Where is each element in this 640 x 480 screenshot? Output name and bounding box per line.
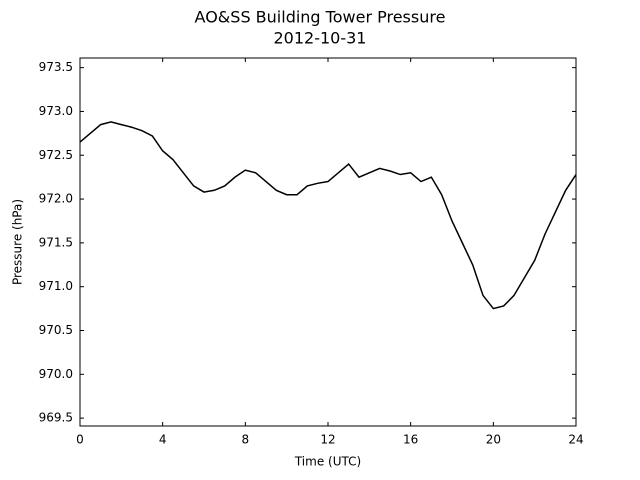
y-tick-label: 972.0 [39,192,73,206]
x-tick-label: 0 [76,433,84,447]
y-tick-label: 971.5 [39,235,73,249]
x-tick-label: 12 [320,433,335,447]
x-tick-label: 4 [159,433,167,447]
x-tick-label: 24 [568,433,583,447]
y-tick-label: 972.5 [39,148,73,162]
x-axis-label: Time (UTC) [294,455,361,469]
y-tick-label: 973.0 [39,104,73,118]
y-tick-label: 970.0 [39,367,73,381]
data-line [79,121,577,310]
x-tick-label: 16 [403,433,418,447]
y-tick-label: 973.5 [39,60,73,74]
x-tick-label: 8 [242,433,250,447]
y-tick-label: 969.5 [39,411,73,425]
x-tick-label: 20 [486,433,501,447]
chart-title: AO&SS Building Tower Pressure [195,8,446,27]
chart-subtitle: 2012-10-31 [274,29,367,48]
y-axis-label: Pressure (hPa) [11,199,25,285]
y-tick-label: 970.5 [39,323,73,337]
y-tick-label: 971.0 [39,279,73,293]
